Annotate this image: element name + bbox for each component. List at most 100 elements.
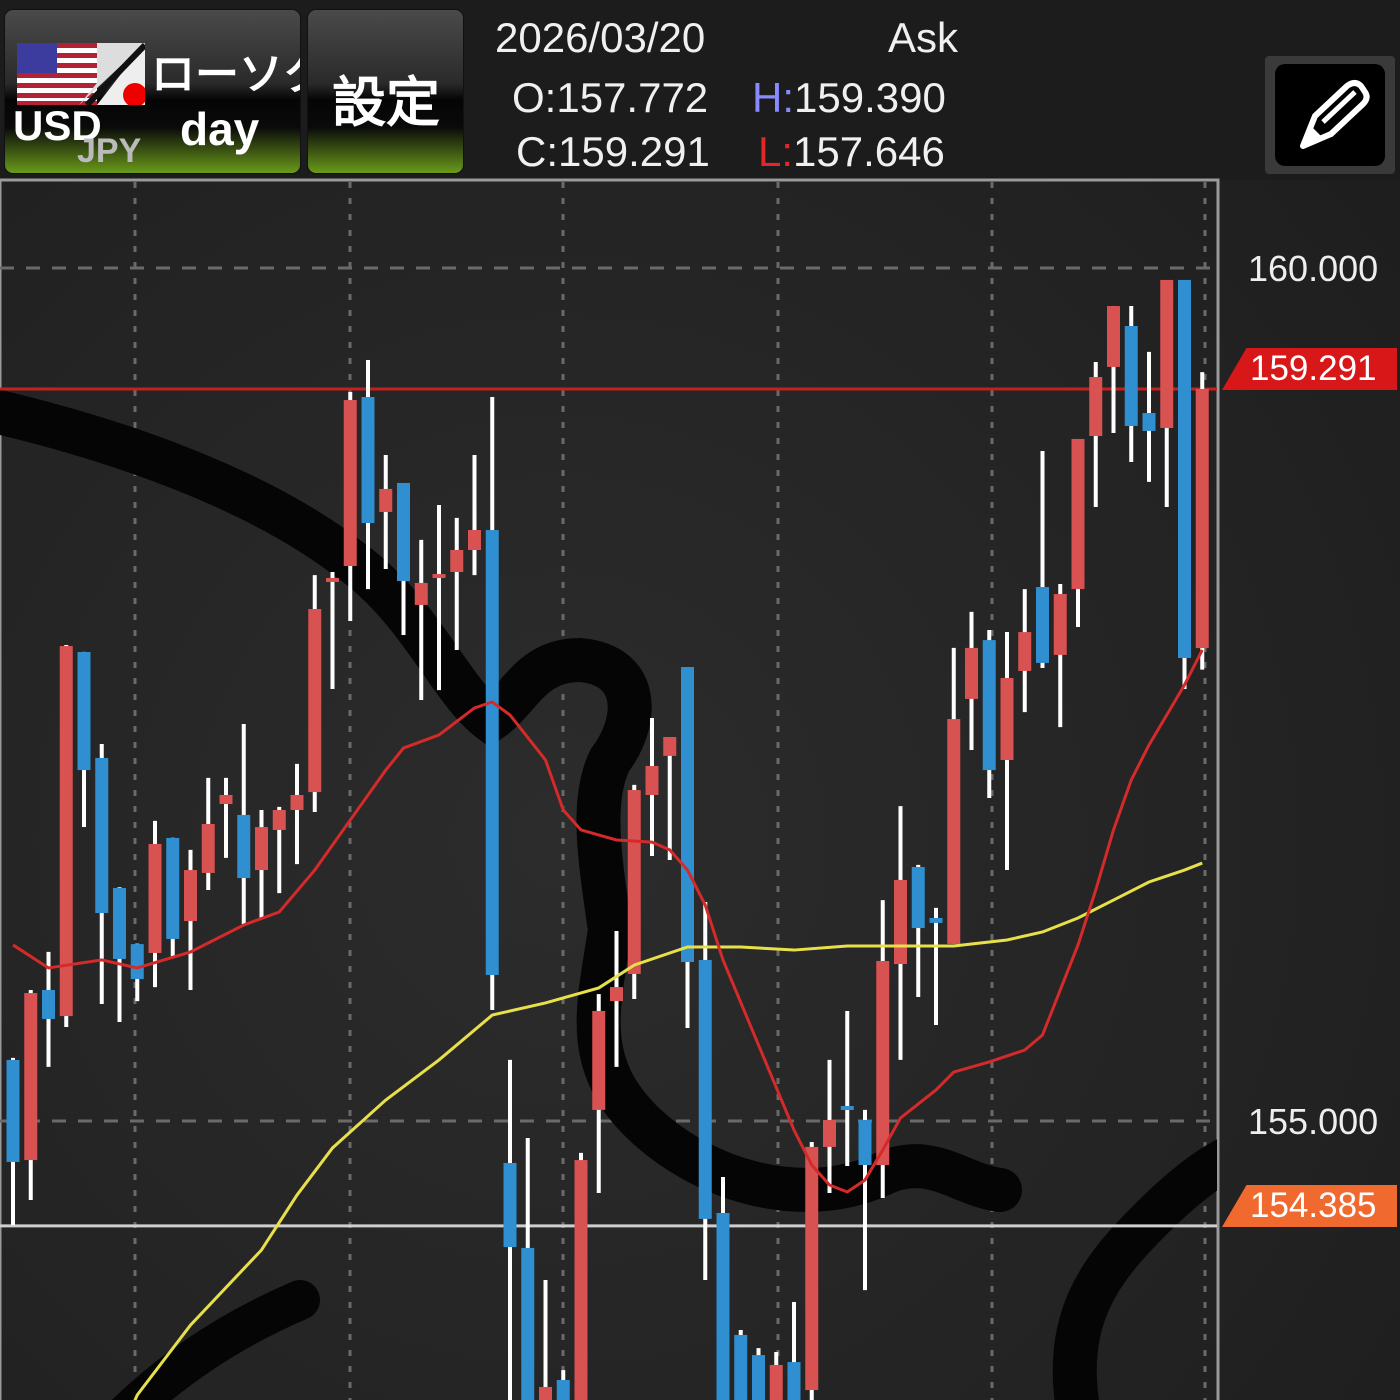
candle [840, 1010, 854, 1167]
candle [397, 482, 410, 635]
candle [1160, 279, 1174, 508]
candle-body [6, 1059, 20, 1162]
candle [1195, 372, 1209, 670]
candle [769, 1351, 783, 1400]
grid [0, 182, 1218, 1400]
candle [1036, 451, 1049, 669]
candle [255, 809, 268, 918]
moving-average-short-line [12, 649, 1204, 1194]
quote-currency-label: JPY [77, 132, 142, 170]
drawing-tool-button[interactable] [1265, 56, 1395, 174]
candle [77, 651, 91, 828]
candle [965, 611, 978, 750]
settings-button[interactable]: 設定 [308, 10, 463, 173]
chart-type-label: ローソク [151, 50, 300, 99]
candle-body [947, 719, 961, 944]
candle [858, 1109, 872, 1291]
candle-body [574, 1160, 588, 1400]
candle-body [1018, 632, 1032, 671]
candle-body [556, 1379, 570, 1400]
candle-body [361, 396, 375, 524]
candle [432, 504, 446, 691]
pencil-icon [1300, 80, 1370, 149]
y-tick-label: 155.000 [1248, 1101, 1379, 1142]
candle-body [42, 989, 55, 1019]
candle-body [201, 823, 215, 873]
candle [929, 907, 943, 1025]
candle-body [858, 1119, 872, 1166]
candle-body [521, 1247, 535, 1400]
candle-body [432, 574, 446, 579]
candle-body [414, 582, 428, 605]
candle [503, 1059, 517, 1400]
candle-body [184, 870, 197, 922]
candle [698, 901, 712, 1280]
candle [414, 539, 428, 700]
candle [539, 1279, 552, 1400]
candle-body [1036, 587, 1049, 663]
candle-body [1071, 438, 1085, 590]
candle [627, 784, 641, 1000]
candle [752, 1348, 765, 1400]
candle [237, 724, 251, 924]
candle-body [148, 843, 162, 953]
low-label: L: [758, 128, 794, 175]
candle [361, 359, 375, 590]
price-side-label: Ask [888, 14, 959, 61]
candle-body [1195, 388, 1209, 649]
candle-body [592, 1010, 606, 1110]
current-price-tag: 159.291 [1222, 348, 1397, 390]
symbol-chart-type-button[interactable]: ローソク USD JPY day [5, 10, 300, 173]
candle [130, 943, 144, 1002]
candle-body [752, 1355, 765, 1400]
candle-body [219, 794, 233, 805]
candle-body [734, 1334, 748, 1400]
candle [148, 820, 162, 988]
freehand-drawing-stroke [0, 389, 1022, 1212]
candle-body [876, 960, 890, 1166]
candle [734, 1329, 748, 1400]
candle-body [787, 1362, 801, 1400]
candle-body [645, 765, 659, 795]
candle-body [397, 482, 410, 582]
candle [716, 1176, 730, 1400]
candle-body [716, 1212, 730, 1400]
candle-body [663, 736, 677, 756]
candle-body [290, 794, 304, 810]
candle [663, 736, 677, 860]
candle-body [1107, 306, 1120, 367]
moving-average-long-line [133, 861, 1203, 1400]
candle [1018, 589, 1032, 713]
candle-body [627, 790, 641, 974]
candle [290, 763, 304, 865]
candle-body [1160, 279, 1174, 429]
candle-body [1000, 677, 1014, 761]
candle [6, 1057, 20, 1226]
candle-body [610, 987, 623, 1002]
base-currency-label: USD [13, 102, 102, 149]
candle [1071, 438, 1085, 627]
close-label: C: [516, 128, 558, 175]
candle-body [308, 609, 322, 793]
candle-body [343, 400, 357, 567]
high-label: H: [752, 74, 794, 121]
candle [805, 1141, 819, 1400]
settings-label: 設定 [332, 73, 440, 133]
candle [343, 392, 357, 621]
open-label: O: [512, 74, 557, 121]
candle-body [113, 887, 126, 959]
candle [201, 777, 215, 891]
candle-body [77, 652, 91, 771]
candle [1178, 279, 1191, 690]
candle [308, 575, 322, 813]
candle [521, 1138, 535, 1400]
candle-body [166, 837, 180, 939]
low-value: L:157.646 [758, 128, 945, 176]
candle [787, 1302, 801, 1400]
candle-body [450, 550, 464, 573]
candle [379, 454, 393, 569]
candle [1053, 583, 1067, 728]
candle [610, 930, 623, 1067]
candle-body [503, 1162, 517, 1248]
